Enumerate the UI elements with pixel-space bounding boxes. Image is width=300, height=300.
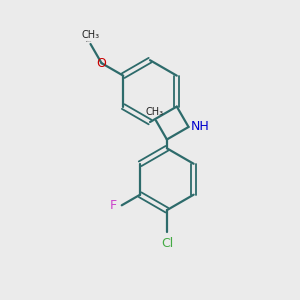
Text: Cl: Cl <box>161 237 173 250</box>
Text: F: F <box>110 199 117 212</box>
Text: CH₃: CH₃ <box>145 107 164 117</box>
Text: CH₃: CH₃ <box>81 30 100 40</box>
Text: O: O <box>97 57 106 70</box>
Text: methoxy: methoxy <box>86 41 92 42</box>
Text: NH: NH <box>191 121 210 134</box>
